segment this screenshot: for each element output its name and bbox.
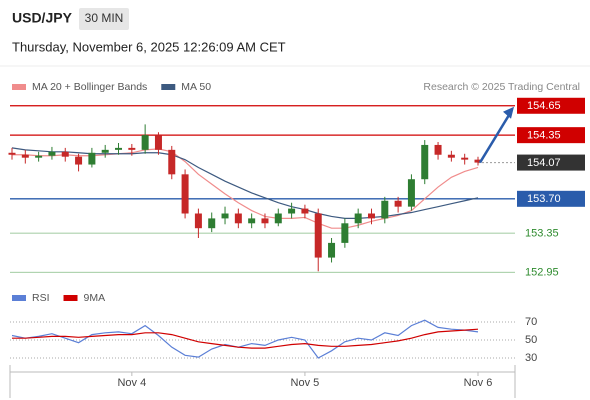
candle-body — [447, 154, 455, 158]
candle-body — [474, 159, 482, 163]
candle-body — [341, 223, 349, 243]
level-label: 153.35 — [525, 227, 559, 239]
timestamp: Thursday, November 6, 2025 12:26:09 AM C… — [12, 39, 286, 54]
candle-body — [141, 135, 149, 150]
level-box — [517, 97, 585, 114]
candle-body — [421, 144, 429, 180]
legend-label: MA 50 — [181, 81, 211, 93]
level-box — [517, 190, 585, 207]
candle-body — [181, 174, 189, 214]
candle-body — [115, 147, 123, 150]
y-tick-label: 70 — [525, 316, 537, 328]
candle-body — [367, 213, 375, 219]
candle-body — [354, 213, 362, 224]
candle-body — [75, 156, 83, 165]
candle-body — [221, 213, 229, 219]
candle-body — [208, 218, 216, 229]
arrow — [478, 111, 513, 164]
level-label: 153.70 — [527, 193, 561, 205]
y-tick-label: 30 — [525, 352, 537, 364]
level-label: 154.07 — [527, 157, 561, 169]
candle-body — [274, 213, 282, 224]
legend-label: 9MA — [84, 292, 106, 304]
legend-swatch — [12, 295, 26, 301]
candle-body — [35, 155, 43, 158]
candle-body — [434, 144, 442, 155]
candle-body — [168, 149, 176, 175]
x-tick-label: Nov 6 — [464, 377, 493, 389]
candle-body — [381, 200, 389, 219]
candle-body — [314, 213, 322, 258]
candle-body — [301, 208, 309, 214]
y-tick-label: 50 — [525, 334, 537, 346]
rsi-line — [12, 328, 479, 349]
candle-body — [48, 151, 56, 156]
level-label: 152.95 — [525, 267, 559, 279]
candle-body — [461, 157, 469, 160]
candle-body — [8, 152, 16, 155]
legend-label: RSI — [32, 292, 50, 304]
legend-label: MA 20 + Bollinger Bands — [32, 81, 147, 93]
candle-body — [407, 179, 415, 207]
candle-body — [88, 152, 96, 165]
candle-body — [128, 147, 136, 150]
candle-body — [234, 213, 242, 224]
candle-body — [261, 218, 269, 224]
source: Research © 2025 Trading Central — [423, 81, 580, 93]
x-tick-label: Nov 5 — [291, 377, 320, 389]
level-label: 154.65 — [527, 100, 561, 112]
candle-body — [194, 213, 202, 229]
candle-body — [394, 200, 402, 207]
candle-body — [328, 242, 336, 258]
legend-swatch — [161, 84, 176, 90]
symbol: USD/JPY — [12, 10, 73, 26]
level-label: 154.35 — [527, 130, 561, 142]
arrow-head — [503, 106, 514, 119]
level-box — [517, 127, 585, 144]
legend-swatch — [12, 84, 26, 90]
x-tick-label: Nov 4 — [117, 377, 146, 389]
candle-body — [288, 208, 296, 214]
candle-body — [61, 151, 69, 157]
candle-body — [154, 135, 162, 150]
interval: 30 MIN — [85, 11, 124, 25]
level-box — [517, 154, 585, 171]
candle-body — [101, 149, 109, 153]
interval-badge — [79, 8, 129, 30]
candle-body — [21, 154, 29, 158]
legend-swatch — [63, 295, 78, 301]
candle-body — [248, 218, 256, 224]
